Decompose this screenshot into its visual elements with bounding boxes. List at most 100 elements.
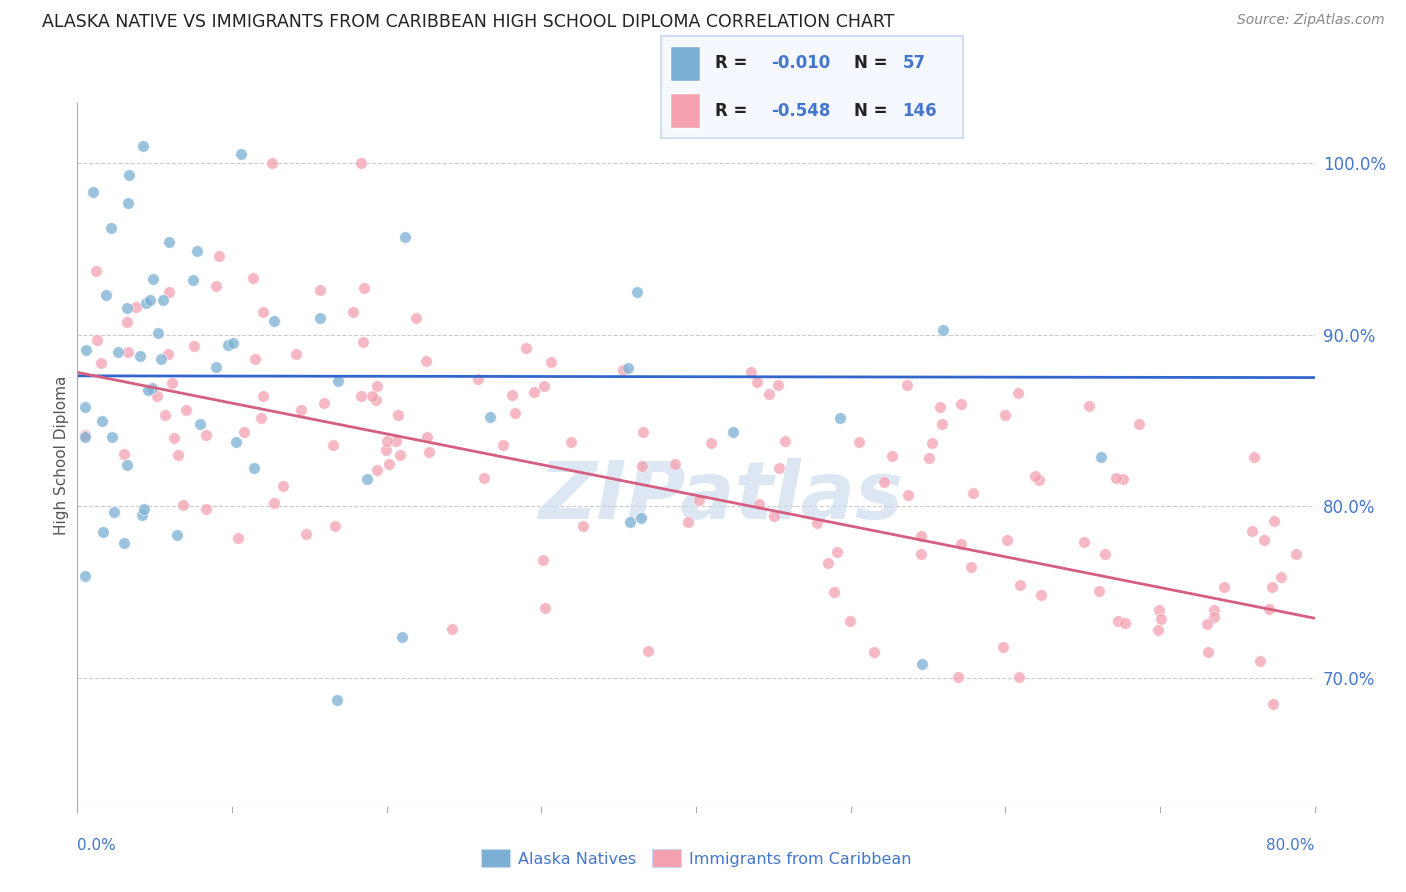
Text: R =: R = [716,54,748,72]
Point [100,221,122,235]
Point [141,381,163,395]
Y-axis label: High School Diploma: High School Diploma [53,376,69,534]
Point [612,362,634,376]
Point [252,304,274,318]
Point [84,263,107,277]
Point [115,458,138,472]
Point [353,281,375,295]
Point [90,356,112,370]
Point [962,486,984,500]
Point [1128,417,1150,431]
Point [700,435,723,450]
Point [377,457,399,471]
Point [82,185,104,199]
Point [75,427,97,442]
Point [309,310,332,325]
Point [167,448,190,462]
Point [995,533,1018,547]
Point [1243,450,1265,464]
Point [326,374,349,388]
Point [117,196,139,211]
Point [1263,514,1285,528]
Point [848,434,870,449]
Point [1240,524,1263,538]
Point [1261,580,1284,594]
Point [523,384,546,399]
Point [492,438,515,452]
Point [626,285,648,300]
Point [1253,533,1275,547]
Point [139,293,162,307]
Point [534,601,557,615]
Point [1087,584,1109,599]
Point [162,376,184,391]
Text: ALASKA NATIVE VS IMMIGRANTS FROM CARIBBEAN HIGH SCHOOL DIPLOMA CORRELATION CHART: ALASKA NATIVE VS IMMIGRANTS FROM CARIBBE… [42,13,894,31]
Point [768,378,790,392]
Point [252,389,274,403]
Point [128,349,150,363]
Point [290,403,312,417]
Point [153,408,176,422]
Point [394,230,416,244]
Point [181,273,204,287]
Point [107,344,129,359]
Point [405,310,427,325]
Point [186,244,208,258]
Point [994,408,1017,422]
Point [617,361,640,376]
Point [364,392,387,407]
Point [75,400,96,414]
Point [1031,588,1053,602]
Point [631,425,654,440]
Point [385,434,408,449]
Point [208,249,231,263]
Point [688,492,710,507]
Point [195,502,218,516]
Point [1270,569,1292,583]
Point [503,406,526,420]
Point [1195,617,1218,632]
Text: 80.0%: 80.0% [1267,838,1315,853]
Text: Source: ZipAtlas.com: Source: ZipAtlas.com [1237,13,1385,28]
Point [285,347,308,361]
Point [619,515,641,529]
Text: ZIPatlas: ZIPatlas [538,458,903,536]
Point [1090,450,1112,464]
Point [135,296,157,310]
Point [1249,654,1271,668]
Point [931,417,953,431]
Point [1114,616,1136,631]
Point [917,450,939,465]
Point [205,360,228,375]
Point [322,438,344,452]
Point [991,640,1014,655]
Point [375,434,398,449]
Point [1150,612,1173,626]
Point [897,487,920,501]
Point [263,495,285,509]
Point [637,644,659,658]
Point [823,585,845,599]
Point [1212,580,1234,594]
Point [389,448,412,462]
Point [949,397,972,411]
Point [86,333,108,347]
Point [142,272,165,286]
Point [873,475,896,489]
Text: 0.0%: 0.0% [77,838,117,853]
Point [366,379,388,393]
Point [838,614,860,628]
Point [152,293,174,308]
Point [325,518,347,533]
Point [560,434,582,449]
Point [114,536,136,550]
Point [163,431,186,445]
Point [157,285,180,300]
Point [94,287,117,301]
Point [308,284,330,298]
Point [882,449,904,463]
Point [768,461,790,475]
Point [146,326,169,341]
Point [1285,547,1308,561]
Text: -0.010: -0.010 [770,54,831,72]
